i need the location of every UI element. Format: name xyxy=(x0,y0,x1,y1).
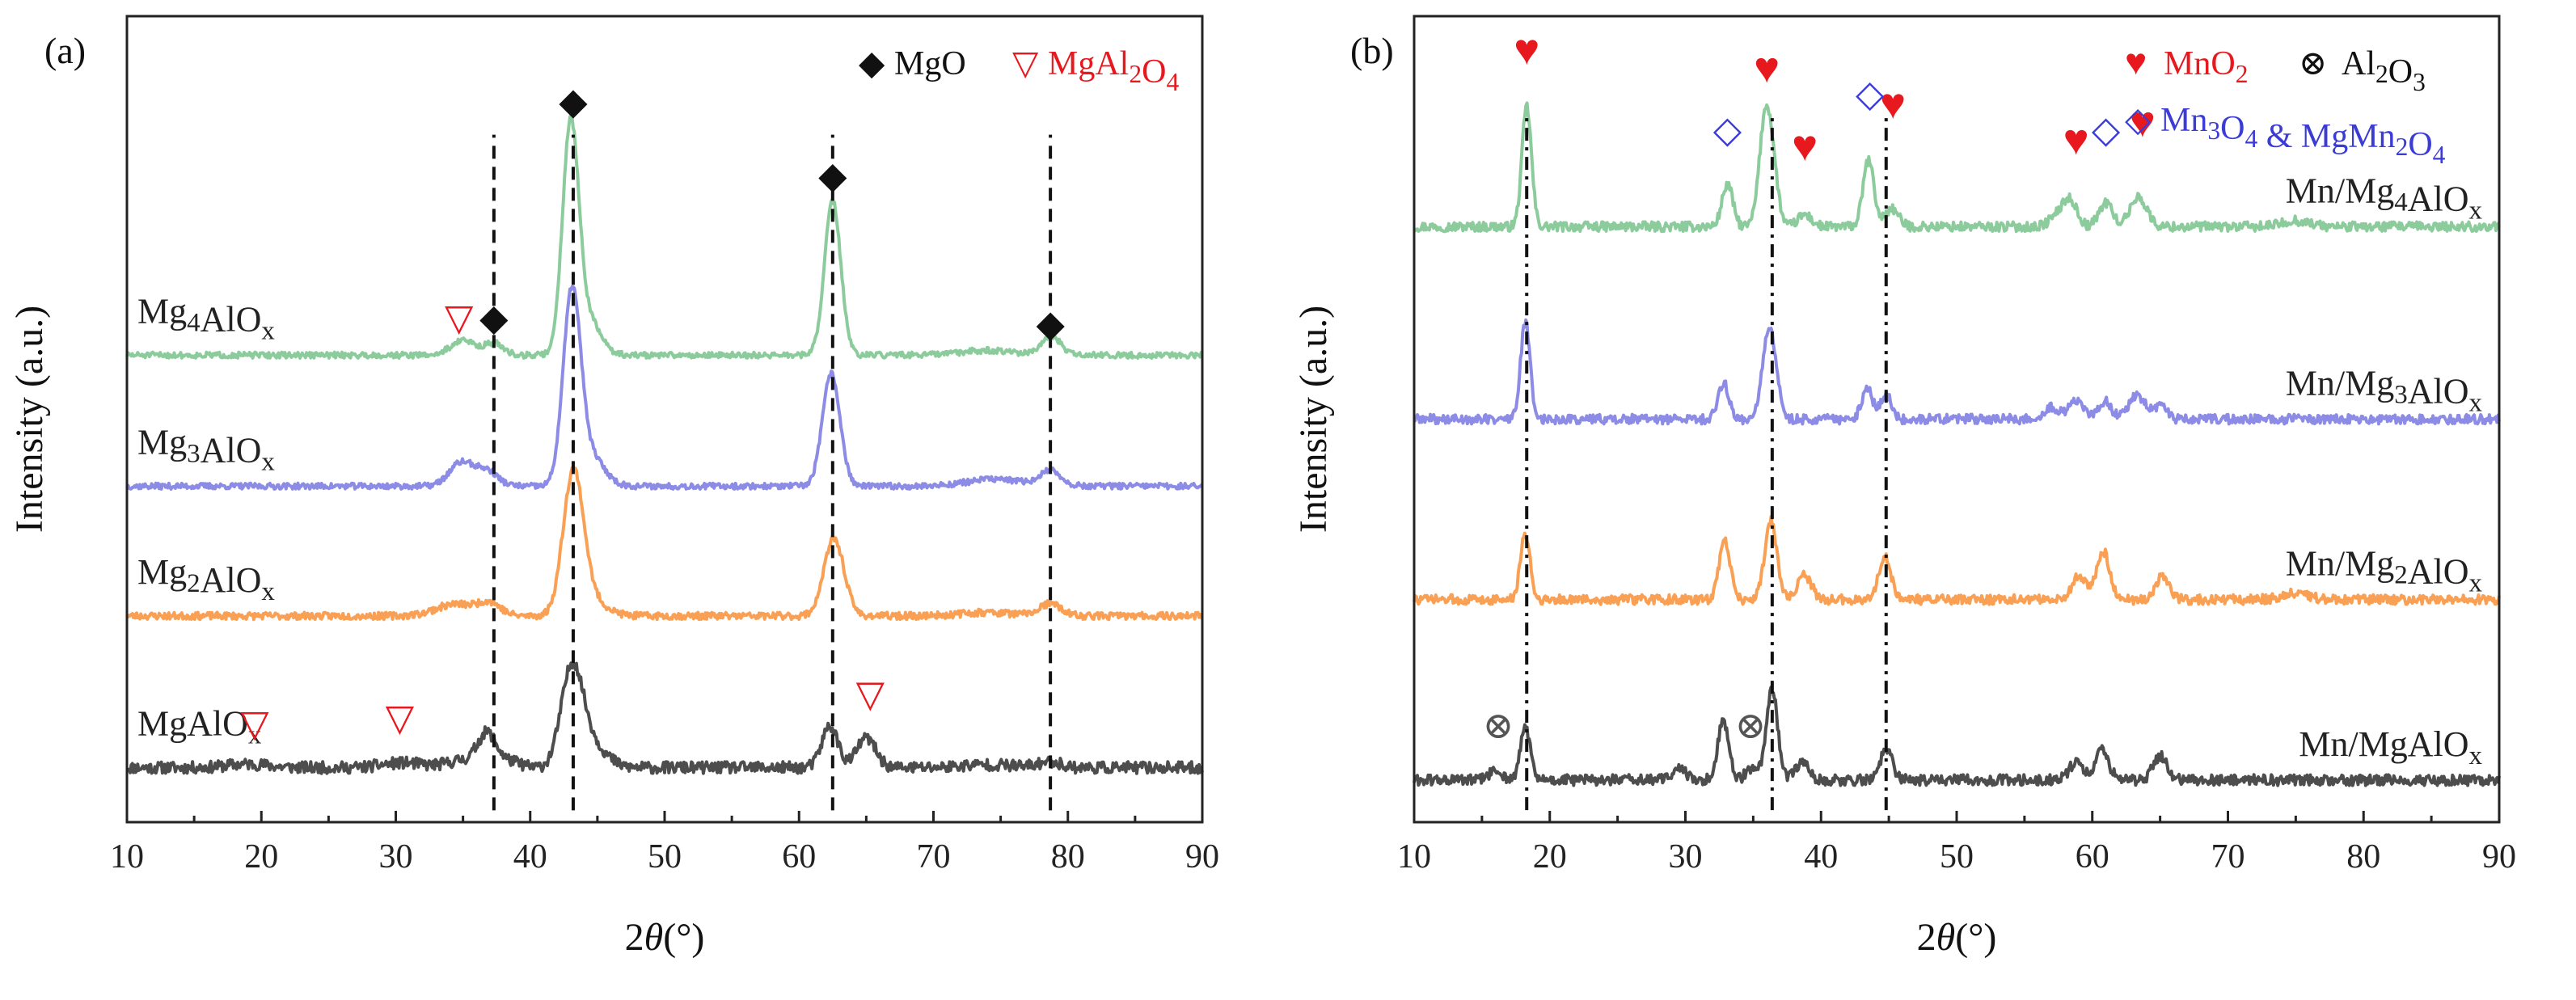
x-tick-label: 70 xyxy=(917,838,951,876)
mno2-marker: ♥ xyxy=(2063,116,2089,164)
al2o3-marker: ⊗ xyxy=(1735,705,1767,746)
legend-label: Mn3O4 & MgMn2O4 xyxy=(2160,102,2446,169)
series-label: Mg2AlOx xyxy=(137,552,275,606)
series-line-mn-mg4alox xyxy=(1413,101,2501,234)
x-tick-label: 10 xyxy=(110,838,144,876)
panel-a: 10 20 30 40 50 60 70 80 90 2θ(°) Intensity (a.u.) (… xyxy=(8,15,1219,959)
mgo-marker: ◆ xyxy=(559,81,588,122)
series-label: Mn/MgAlOx xyxy=(2299,724,2482,770)
series-label: MgAlOx xyxy=(137,704,262,750)
series-label: Mg4AlOx xyxy=(137,291,275,345)
panel-label: (a) xyxy=(44,30,86,71)
x-tick-label: 50 xyxy=(1940,838,1974,876)
series-line-mg2alox xyxy=(125,465,1204,622)
x-axis-title: 2θ(°) xyxy=(625,916,705,959)
series-label: Mn/Mg3AlOx xyxy=(2286,364,2483,418)
x-tick-label: 10 xyxy=(1397,838,1431,876)
mgal2o4-marker: ▽ xyxy=(445,297,474,339)
x-tick-label: 20 xyxy=(244,838,278,876)
x-tick-label: 40 xyxy=(513,838,547,876)
series-label: Mg3AlOx xyxy=(137,422,275,476)
series-line-mn-mgalox xyxy=(1413,686,2501,787)
series-line-mgalox xyxy=(126,661,1204,775)
al2o3-marker: ⊗ xyxy=(1483,705,1514,746)
x-tick-label: 90 xyxy=(1185,838,1219,876)
series-line-mg4alox xyxy=(125,115,1204,360)
x-tick-label: 80 xyxy=(1051,838,1085,876)
x-tick-label: 70 xyxy=(2211,838,2245,876)
mno2-marker: ♥ xyxy=(1880,79,1906,128)
x-tick-label: 90 xyxy=(2482,838,2516,876)
series-line-mn-mg2alox xyxy=(1413,515,2501,606)
panel-b: 10 20 30 40 50 60 70 80 90 2θ(°) Intensity (a.u.) (… xyxy=(1292,15,2516,959)
mn3o4-marker: ◇ xyxy=(1856,74,1885,115)
series-line-mn-mg3alox xyxy=(1413,318,2501,426)
series-label: Mn/Mg4AlOx xyxy=(2286,171,2483,225)
mgal2o4-marker: ▽ xyxy=(856,673,885,715)
legend-label: Al2O3 xyxy=(2342,45,2426,96)
x-tick-label: 50 xyxy=(648,838,682,876)
panel-label: (b) xyxy=(1350,30,1394,71)
legend-label: MnO2 xyxy=(2164,45,2248,88)
x-axis-title: 2θ(°) xyxy=(1917,916,1997,959)
x-tick-label: 60 xyxy=(2076,838,2109,876)
mn3o4-marker: ◇ xyxy=(1713,109,1742,150)
y-axis-title: Intensity (a.u.) xyxy=(8,306,51,533)
legend-symbol: ⊗ xyxy=(2299,45,2327,82)
series-label: Mn/Mg2AlOx xyxy=(2286,544,2483,598)
mno2-marker: ♥ xyxy=(1792,122,1818,171)
x-tick-label: 20 xyxy=(1533,838,1567,876)
mgo-marker: ◆ xyxy=(479,297,509,339)
legend-symbol: ♥ xyxy=(2125,41,2147,82)
x-tick-label: 30 xyxy=(1669,838,1703,876)
x-tick-label: 60 xyxy=(782,838,816,876)
x-tick-label: 30 xyxy=(379,838,413,876)
legend-symbol: ◇ xyxy=(2125,102,2152,139)
mgo-marker: ◆ xyxy=(1036,303,1065,344)
y-axis-title: Intensity (a.u.) xyxy=(1292,306,1335,533)
legend-label: MgAl2O4 xyxy=(1048,45,1179,96)
mn3o4-marker: ◇ xyxy=(2092,109,2121,150)
x-tick-label: 40 xyxy=(1804,838,1838,876)
mgal2o4-marker: ▽ xyxy=(386,697,415,738)
legend-symbol: ▽ xyxy=(1012,45,1039,82)
x-tick-label: 80 xyxy=(2346,838,2380,876)
mno2-marker: ♥ xyxy=(2130,98,2156,146)
mno2-marker: ♥ xyxy=(1514,26,1539,74)
mgal2o4-marker: ▽ xyxy=(240,703,269,745)
legend-symbol: ◆ xyxy=(859,45,885,82)
legend-label: MgO xyxy=(894,45,966,82)
series-line-mg3alox xyxy=(125,285,1204,491)
plot-frame xyxy=(125,15,1204,824)
mno2-marker: ♥ xyxy=(1754,44,1780,92)
mgo-marker: ◆ xyxy=(818,155,847,196)
